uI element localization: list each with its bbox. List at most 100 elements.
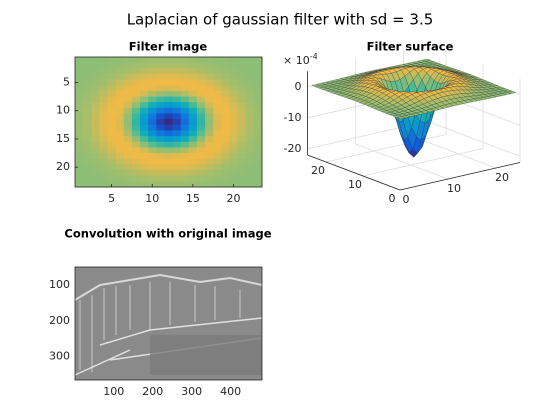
filter-cell xyxy=(229,175,239,182)
filter-cell xyxy=(115,136,125,143)
filter-cell xyxy=(253,113,263,120)
filter-cell xyxy=(164,175,174,182)
filter-cell xyxy=(205,175,214,182)
filter-cell xyxy=(156,136,165,143)
filter-cell xyxy=(148,119,157,126)
filter-cell xyxy=(75,79,84,86)
filter-cell xyxy=(221,124,230,131)
filter-cell xyxy=(188,119,198,126)
filter-cell xyxy=(221,181,230,188)
filter-cell xyxy=(156,79,165,86)
filter-cell xyxy=(140,158,149,165)
filter-cell xyxy=(91,141,100,148)
filter-cell xyxy=(148,153,157,160)
filter-cell xyxy=(196,107,206,115)
filter-cell xyxy=(196,164,206,171)
filter-cell xyxy=(131,170,141,177)
filter-cell xyxy=(213,79,222,86)
filter-cell xyxy=(123,102,133,109)
filter-cell xyxy=(140,57,149,64)
filter-cell xyxy=(83,68,92,75)
filter-cell xyxy=(221,68,230,75)
y-tick-label: 15 xyxy=(56,132,70,145)
filter-cell xyxy=(172,158,182,165)
filter-cell xyxy=(91,124,100,131)
filter-cell xyxy=(196,158,206,165)
filter-cell xyxy=(107,68,117,75)
filter-cell xyxy=(245,102,255,109)
filter-cell xyxy=(237,68,247,75)
filter-cell xyxy=(180,181,190,188)
z-tick-label: 0 xyxy=(295,80,302,93)
filter-cell xyxy=(164,113,174,120)
filter-cell xyxy=(131,119,141,126)
filter-cell xyxy=(123,147,133,154)
filter-cell xyxy=(196,113,206,120)
filter-cell xyxy=(229,107,239,115)
filter-cell xyxy=(140,147,149,154)
filter-cell xyxy=(131,107,141,115)
filter-cell xyxy=(196,130,206,137)
filter-cell xyxy=(99,141,109,148)
filter-cell xyxy=(156,68,165,75)
filter-cell xyxy=(213,124,222,131)
filter-cell xyxy=(221,136,230,143)
filter-cell xyxy=(164,68,174,75)
filter-cell xyxy=(237,73,247,81)
filter-cell xyxy=(131,102,141,109)
filter-cell xyxy=(107,73,117,81)
filter-cell xyxy=(180,90,190,98)
filter-cell xyxy=(75,141,84,148)
filter-cell xyxy=(131,90,141,98)
filter-cell xyxy=(156,181,165,188)
filter-cell xyxy=(253,158,263,165)
filter-cell xyxy=(180,124,190,131)
filter-cell xyxy=(107,141,117,148)
filter-cell xyxy=(188,102,198,109)
filter-cell xyxy=(107,130,117,137)
axes-box xyxy=(74,266,263,381)
filter-cell xyxy=(115,102,125,109)
filter-cell xyxy=(188,158,198,165)
filter-cell xyxy=(99,153,109,160)
filter-cell xyxy=(75,170,84,177)
filter-cell xyxy=(148,96,157,103)
filter-cell xyxy=(245,68,255,75)
filter-cell xyxy=(140,130,149,137)
filter-cell xyxy=(237,175,247,182)
filter-cell xyxy=(148,113,157,120)
filter-cell xyxy=(205,85,214,92)
filter-cell xyxy=(99,68,109,75)
filter-cell xyxy=(172,141,182,148)
filter-cell xyxy=(180,102,190,109)
filter-cell xyxy=(172,170,182,177)
filter-cell xyxy=(172,90,182,98)
filter-cell xyxy=(172,57,182,64)
filter-cell xyxy=(148,107,157,115)
filter-cell xyxy=(115,147,125,154)
filter-cell xyxy=(188,96,198,103)
filter-cell xyxy=(205,119,214,126)
filter-cell xyxy=(164,141,174,148)
filter-cell xyxy=(205,62,214,69)
filter-cell xyxy=(221,62,230,69)
filter-cell xyxy=(253,170,263,177)
filter-cell xyxy=(221,73,230,81)
filter-cell xyxy=(123,124,133,131)
filter-cell xyxy=(140,136,149,143)
filter-cell xyxy=(131,113,141,120)
filter-cell xyxy=(156,130,165,137)
filter-cell xyxy=(172,68,182,75)
filter-cell xyxy=(245,153,255,160)
filter-cell xyxy=(205,96,214,103)
filter-cell xyxy=(213,57,222,64)
filter-cell xyxy=(213,141,222,148)
filter-cell xyxy=(188,107,198,115)
filter-cell xyxy=(131,153,141,160)
filter-cell xyxy=(196,79,206,86)
filter-cell xyxy=(164,96,174,103)
filter-cell xyxy=(99,124,109,131)
filter-cell xyxy=(123,90,133,98)
filter-cell xyxy=(253,102,263,109)
